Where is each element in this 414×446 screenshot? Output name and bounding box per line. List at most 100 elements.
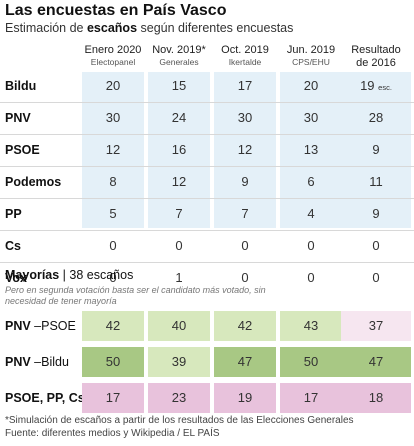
majority-label-partner: –PSOE — [30, 319, 76, 333]
party-label: Vox — [5, 271, 27, 285]
majority-value: 42 — [82, 311, 144, 341]
party-label: PSOE — [5, 143, 40, 157]
chart-subtitle: Estimación de escaños según diferentes e… — [5, 21, 293, 35]
majority-label: PNV –PSOE — [5, 311, 76, 341]
subtitle-pre: Estimación de — [5, 21, 87, 35]
result-header-line1: Resultado — [351, 44, 401, 56]
majority-value: 17 — [280, 383, 342, 413]
seat-value: 0 — [241, 238, 249, 253]
result-value: 0 — [341, 265, 411, 291]
majority-value: 39 — [148, 347, 210, 377]
seat-value: 1 — [175, 270, 183, 285]
column-header-source: Generales — [159, 57, 199, 67]
column-header: Jun. 2019 CPS/EHU — [276, 44, 346, 68]
seat-value: 12 — [237, 142, 253, 157]
column-header-label: Jun. 2019 — [286, 44, 336, 56]
column-header: Oct. 2019 Ikertalde — [210, 44, 280, 68]
result-number: 28 — [368, 110, 384, 125]
column-header-source: Ikertalde — [228, 57, 262, 67]
majorities-title: Mayorías | 38 escaños — [5, 268, 133, 282]
column-background — [280, 72, 342, 228]
majority-result: 47 — [341, 347, 411, 377]
seat-value: 24 — [171, 110, 187, 125]
party-label: Podemos — [5, 175, 62, 189]
chart-title: Las encuestas en País Vasco — [5, 2, 227, 19]
row-divider — [0, 262, 414, 263]
column-background — [82, 72, 144, 228]
column-background — [214, 72, 276, 228]
column-header: Nov. 2019* Generales — [144, 44, 214, 68]
column-header-source: Electopanel — [90, 57, 136, 67]
seat-value: 0 — [175, 238, 183, 253]
majority-value: 40 — [148, 311, 210, 341]
seat-value: 7 — [241, 206, 249, 221]
result-number: 19 — [360, 78, 375, 93]
majority-value: 43 — [280, 311, 342, 341]
seat-value: 12 — [105, 142, 121, 157]
row-divider — [0, 102, 414, 103]
seat-value: 9 — [241, 174, 249, 189]
seat-value: 0 — [109, 238, 117, 253]
majority-label-main: PNV — [5, 355, 31, 369]
majority-label-partner: –Bildu — [30, 355, 69, 369]
result-value: 9 — [341, 137, 411, 163]
majority-label-main: PNV — [5, 319, 31, 333]
result-number: 0 — [372, 270, 380, 285]
party-label: PP — [5, 207, 22, 221]
seat-value: 0 — [109, 270, 117, 285]
seat-value: 0 — [241, 270, 249, 285]
majority-value: 50 — [82, 347, 144, 377]
result-number: 0 — [372, 238, 380, 253]
row-divider — [0, 134, 414, 135]
seat-value: 5 — [109, 206, 117, 221]
result-header-line2: de 2016 — [356, 57, 396, 69]
party-label: PNV — [5, 111, 31, 125]
column-header-label: Enero 2020 — [84, 44, 142, 56]
majority-result: 18 — [341, 383, 411, 413]
subtitle-bold: escaños — [86, 21, 138, 35]
row-divider — [0, 198, 414, 199]
seat-value: 15 — [171, 78, 187, 93]
result-value: 11 — [341, 169, 411, 195]
result-number: 11 — [369, 174, 383, 189]
majority-label-main: PSOE, PP, Cs — [5, 391, 85, 405]
majority-value: 50 — [280, 347, 342, 377]
result-unit: esc. — [378, 83, 392, 92]
majority-value: 42 — [214, 311, 276, 341]
result-value: 9 — [341, 201, 411, 227]
seat-value: 0 — [307, 270, 315, 285]
row-divider — [0, 230, 414, 231]
subtitle-post: según diferentes encuestas — [137, 21, 294, 35]
party-label: Bildu — [5, 79, 37, 93]
seat-value: 6 — [307, 174, 315, 189]
seat-value: 4 — [307, 206, 315, 221]
seat-value: 20 — [105, 78, 121, 93]
majority-result: 37 — [341, 311, 411, 341]
row-divider — [0, 166, 414, 167]
seat-value: 30 — [303, 110, 319, 125]
seat-value: 20 — [303, 78, 319, 93]
majority-label: PNV –Bildu — [5, 347, 69, 377]
result-header: Resultado de 2016 — [341, 44, 411, 70]
party-label: Cs — [5, 239, 21, 253]
result-number: 9 — [372, 206, 380, 221]
footnote-2: Fuente: diferentes medios y Wikipedia / … — [5, 428, 220, 439]
seat-value: 30 — [237, 110, 253, 125]
seat-value: 8 — [109, 174, 117, 189]
seat-value: 17 — [237, 78, 253, 93]
column-header: Enero 2020 Electopanel — [78, 44, 148, 68]
seat-value: 12 — [171, 174, 187, 189]
majorities-note: Pero en segunda votación basta ser el ca… — [5, 285, 266, 306]
seat-value: 0 — [307, 238, 315, 253]
result-value: 19 esc. — [341, 73, 411, 99]
majority-value: 17 — [82, 383, 144, 413]
column-header-label: Oct. 2019 — [221, 44, 269, 56]
seat-value: 13 — [303, 142, 319, 157]
seat-value: 7 — [175, 206, 183, 221]
result-number: 9 — [372, 142, 380, 157]
majorities-title-bold: Mayorías — [5, 268, 60, 282]
majority-value: 23 — [148, 383, 210, 413]
column-header-label: Nov. 2019* — [152, 44, 206, 56]
majorities-title-rest: | 38 escaños — [59, 268, 134, 282]
seat-value: 16 — [171, 142, 187, 157]
